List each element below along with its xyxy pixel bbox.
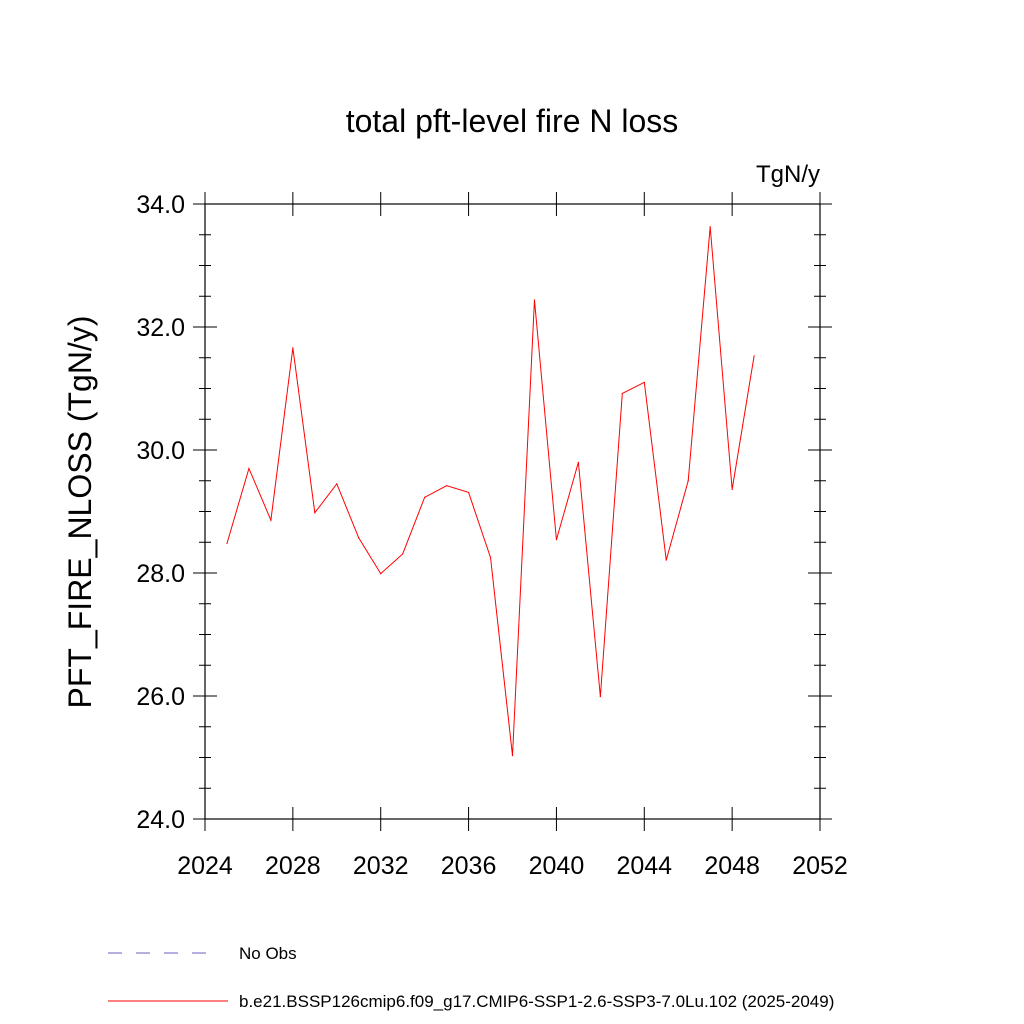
data-point [511, 755, 514, 757]
x-tick-label: 2052 [792, 852, 848, 880]
x-tick-label: 2036 [441, 852, 497, 880]
y-tick-label: 28.0 [136, 560, 185, 588]
x-tick-label: 2028 [265, 852, 321, 880]
minor-ticks [199, 234, 826, 789]
y-tick-label: 32.0 [136, 314, 185, 342]
data-point [555, 539, 558, 541]
data-point [731, 488, 733, 490]
data-point [489, 557, 492, 559]
x-tick-label: 2048 [704, 852, 760, 880]
y-tick-label: 34.0 [136, 191, 185, 219]
data-point [446, 485, 448, 487]
data-point [577, 461, 579, 463]
data-point [687, 480, 689, 482]
series-line [226, 226, 755, 756]
data-point [292, 347, 294, 349]
series-lines [226, 226, 755, 757]
x-tick-label: 2040 [529, 852, 585, 880]
data-point [336, 483, 338, 485]
chart-title: total pft-level fire N loss [346, 103, 679, 139]
x-tick-label: 2044 [616, 852, 672, 880]
y-tick-label: 26.0 [136, 683, 185, 711]
y-tick-label: 24.0 [136, 806, 185, 834]
data-point [753, 355, 755, 357]
x-tick-label: 2032 [353, 852, 409, 880]
data-point [665, 559, 667, 561]
legend-label-model: b.e21.BSSP126cmip6.f09_g17.CMIP6-SSP1-2.… [239, 992, 834, 1011]
plot-frame [204, 203, 821, 820]
x-tick-label: 2024 [177, 852, 233, 880]
data-point [380, 573, 382, 575]
major-ticks [193, 192, 832, 831]
y-tick-labels: 24.0 26.0 28.0 30.0 32.0 34.0 [136, 191, 185, 834]
legend-label-no-obs: No Obs [239, 944, 297, 963]
data-point [424, 496, 426, 498]
data-point [643, 381, 645, 383]
x-tick-labels: 2024 2028 2032 2036 2040 2044 2048 2052 [177, 852, 848, 880]
data-point [709, 226, 711, 228]
data-point [599, 696, 601, 698]
y-axis-label: PFT_FIRE_NLOSS (TgN/y) [62, 316, 98, 709]
units-label: TgN/y [756, 161, 820, 188]
data-point [226, 542, 228, 545]
data-point [533, 299, 536, 301]
data-point [402, 553, 404, 555]
data-point [270, 519, 272, 521]
data-point [248, 467, 250, 470]
data-point [621, 392, 623, 395]
data-point [358, 537, 360, 539]
legend: No Obs b.e21.BSSP126cmip6.f09_g17.CMIP6-… [108, 944, 834, 1011]
y-tick-label: 30.0 [136, 437, 185, 465]
data-point [467, 491, 470, 494]
data-point [314, 512, 316, 514]
